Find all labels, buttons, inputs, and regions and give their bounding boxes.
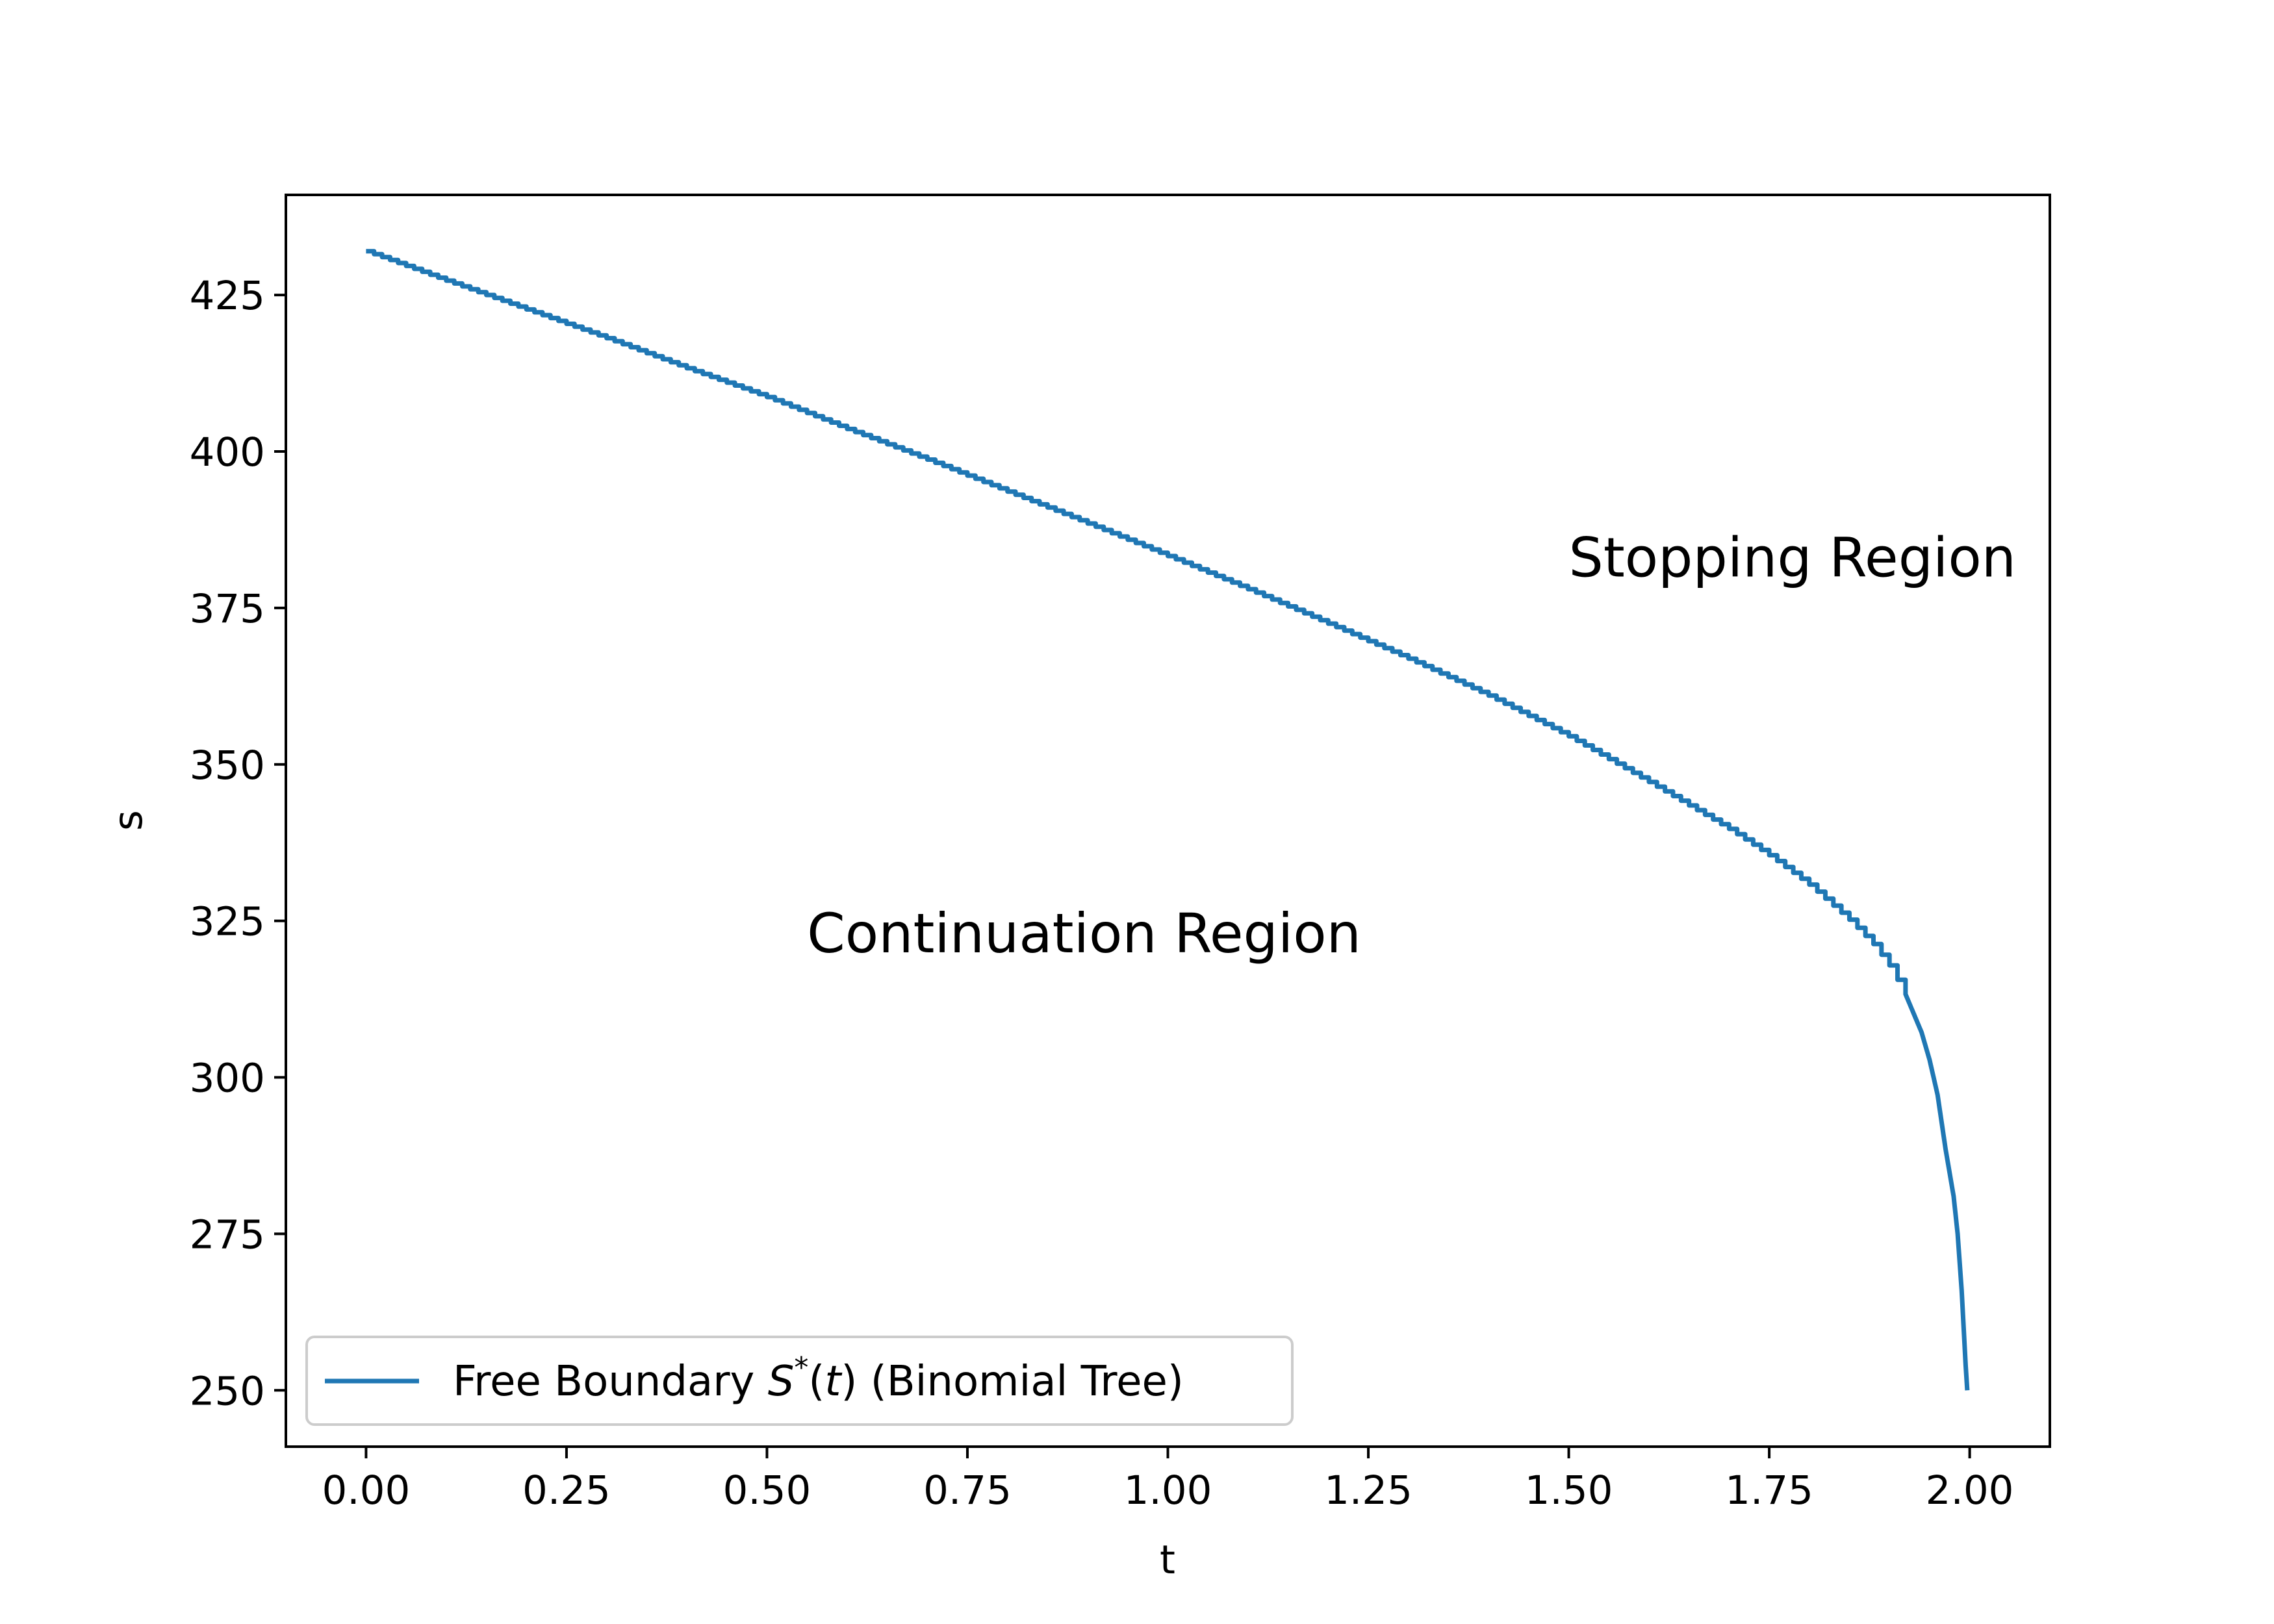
x-tick-label: 0.00 (322, 1467, 410, 1514)
legend-label-prefix: Free Boundary (453, 1358, 768, 1406)
free-boundary-line (366, 249, 1970, 1391)
legend-label-suffix: (Binomial Tree) (857, 1358, 1184, 1406)
legend: Free Boundary S*(t) (Binomial Tree) (305, 1336, 1294, 1426)
x-tick-label: 2.00 (1926, 1467, 2014, 1514)
legend-label-paren-open: ( (808, 1358, 824, 1406)
y-tick-label: 350 (190, 742, 265, 789)
y-tick-label: 300 (190, 1056, 265, 1102)
y-tick-label: 425 (190, 273, 265, 319)
legend-label-variable: t (824, 1358, 843, 1406)
y-axis-title: s (105, 810, 151, 831)
y-tick-label: 325 (190, 899, 265, 945)
x-axis-title: t (1160, 1537, 1175, 1583)
legend-label-superscript: * (794, 1351, 808, 1384)
legend-label-symbol: S (768, 1358, 795, 1406)
series-layer (366, 249, 1970, 1391)
plot-area (286, 195, 2050, 1447)
x-tick-label: 0.75 (923, 1467, 1012, 1514)
legend-label-paren-close: ) (841, 1358, 857, 1406)
x-tick-label: 1.00 (1124, 1467, 1212, 1514)
y-axis: 250 275 300 325 350 375 400 425 (190, 273, 286, 1414)
x-axis: 0.00 0.25 0.50 0.75 1.00 1.25 1.50 1.75 2.00 (322, 1447, 2014, 1514)
axes-frame (285, 194, 2051, 1448)
x-tick-label: 0.50 (723, 1467, 811, 1514)
stopping-region-label: Stopping Region (1569, 526, 2016, 590)
legend-box (305, 1336, 1294, 1426)
y-tick-label: 400 (190, 429, 265, 476)
legend-label: Free Boundary S*(t) (Binomial Tree) (453, 1351, 1184, 1406)
x-tick-label: 1.50 (1525, 1467, 1613, 1514)
continuation-region-label: Continuation Region (807, 902, 1361, 965)
y-tick-label: 250 (190, 1368, 265, 1414)
y-tick-label: 375 (190, 586, 265, 632)
x-tick-label: 1.75 (1725, 1467, 1813, 1514)
x-tick-label: 1.25 (1324, 1467, 1412, 1514)
x-tick-label: 0.25 (522, 1467, 611, 1514)
y-tick-label: 275 (190, 1212, 265, 1258)
